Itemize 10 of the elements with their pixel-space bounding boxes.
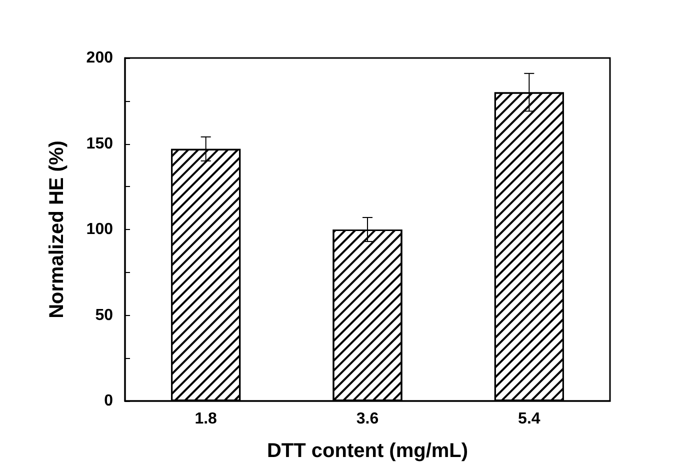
y-tick-label: 200 [86, 50, 114, 66]
x-tick-label: 1.8 [194, 410, 218, 428]
y-tick-label: 50 [95, 306, 114, 324]
x-tick-label: 3.6 [356, 410, 379, 428]
y-tick-label: 100 [86, 221, 114, 238]
x-tick-label: 5.4 [518, 410, 540, 428]
y-tick-label: 150 [86, 135, 114, 152]
x-axis-title: DTT content (mg/mL) [266, 440, 468, 462]
y-axis-title: Normalized HE (%) [46, 140, 68, 318]
y-tick-label: 0 [104, 392, 114, 410]
